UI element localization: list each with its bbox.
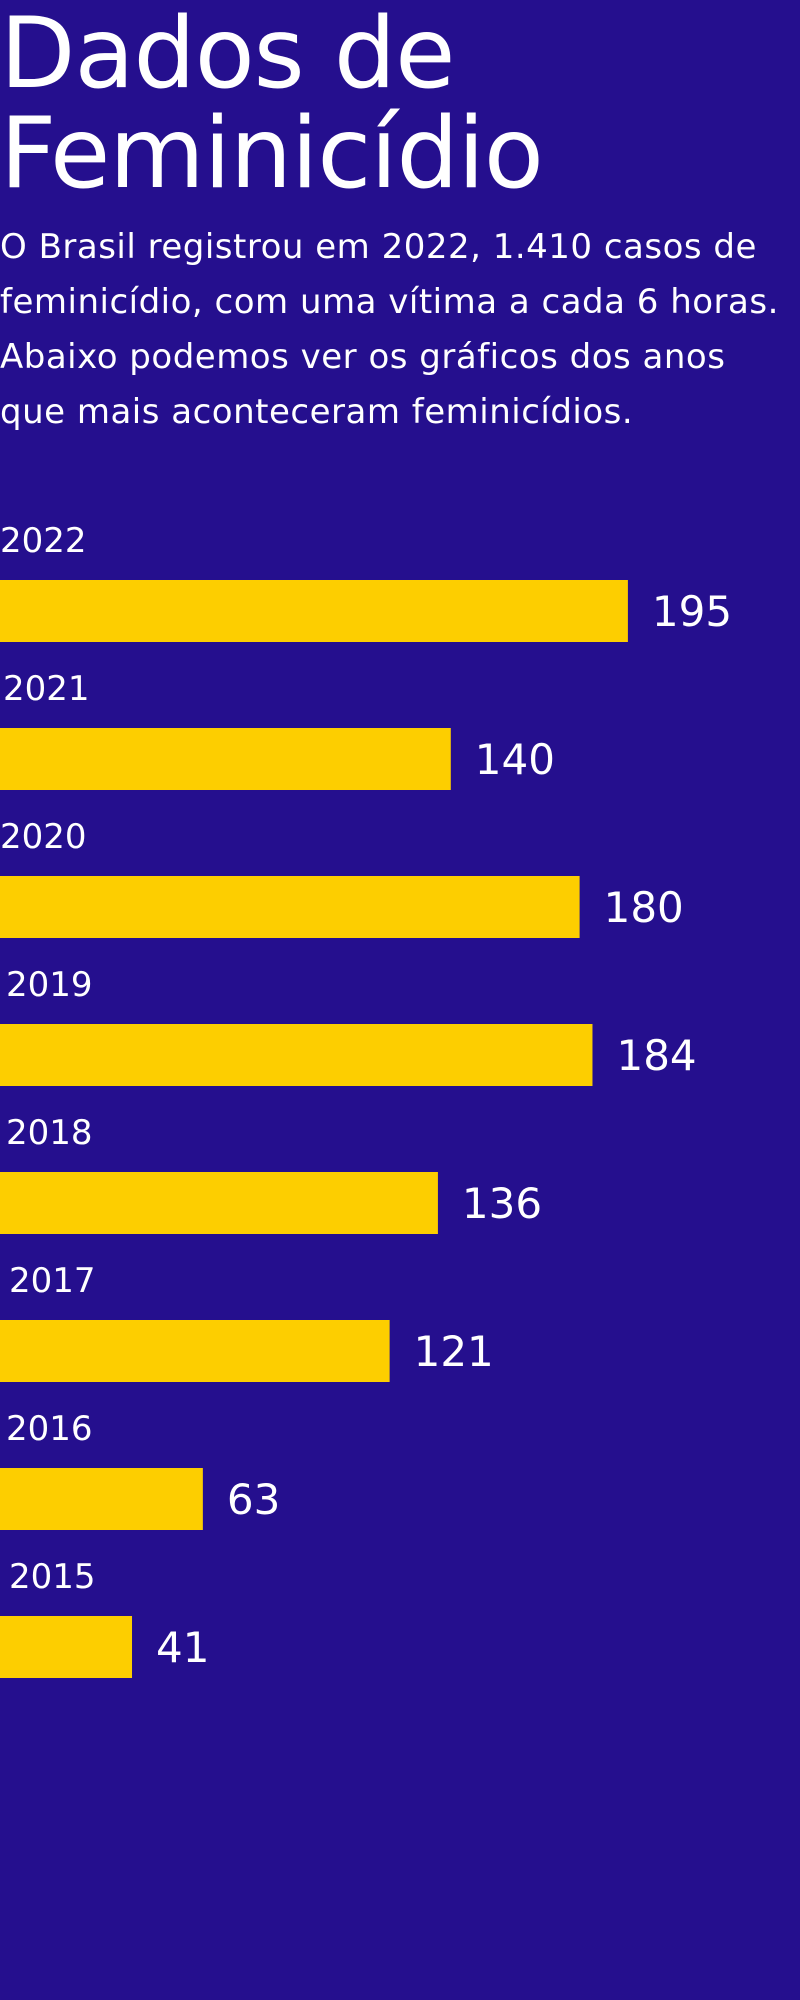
bar-2015: [0, 1616, 133, 1678]
bar-2020: [0, 876, 580, 938]
value-label-2018: 136: [462, 1179, 542, 1228]
value-label-2022: 195: [652, 587, 732, 636]
intro-paragraph: O Brasil registrou em 2022, 1.410 casos …: [0, 227, 779, 432]
value-label-2016: 63: [227, 1475, 280, 1524]
bar-2016: [0, 1468, 203, 1530]
year-label-2018: 2018: [6, 1113, 93, 1153]
value-label-2019: 184: [616, 1031, 696, 1080]
year-label-2020: 2020: [0, 817, 87, 857]
value-label-2017: 121: [414, 1327, 494, 1376]
year-label-2015: 2015: [9, 1557, 96, 1597]
bar-2022: [0, 580, 628, 642]
bar-2017: [0, 1320, 390, 1382]
year-label-2016: 2016: [6, 1409, 93, 1449]
value-label-2015: 41: [156, 1623, 209, 1672]
bar-2018: [0, 1172, 438, 1234]
page-title: Dados de Feminicídio: [0, 4, 544, 204]
title-line-1: Dados de: [0, 0, 455, 111]
value-label-2021: 140: [475, 735, 555, 784]
year-label-2017: 2017: [9, 1261, 96, 1301]
bar-2019: [0, 1024, 593, 1086]
year-label-2022: 2022: [0, 521, 87, 561]
year-label-2019: 2019: [6, 965, 93, 1005]
value-label-2020: 180: [604, 883, 684, 932]
title-line-2: Feminicídio: [0, 97, 544, 211]
year-label-2021: 2021: [3, 669, 90, 709]
bar-2021: [0, 728, 451, 790]
